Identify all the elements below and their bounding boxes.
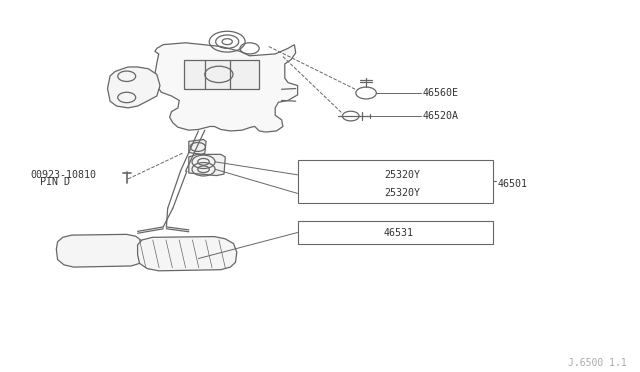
Text: 46531: 46531 [384, 228, 414, 237]
Text: 25320Y: 25320Y [384, 189, 420, 198]
Text: 25320Y: 25320Y [384, 170, 420, 180]
Polygon shape [184, 60, 259, 89]
Polygon shape [138, 237, 237, 271]
Polygon shape [108, 67, 160, 108]
Text: PIN D: PIN D [40, 177, 70, 187]
Polygon shape [155, 43, 298, 132]
Text: 00923-10810: 00923-10810 [31, 170, 97, 180]
Text: 46520A: 46520A [422, 111, 458, 121]
Polygon shape [56, 234, 145, 267]
Text: J.6500 1.1: J.6500 1.1 [568, 358, 627, 368]
Text: 46560E: 46560E [422, 88, 458, 98]
Text: 46501: 46501 [498, 179, 528, 189]
Polygon shape [189, 154, 225, 176]
Polygon shape [189, 140, 206, 154]
